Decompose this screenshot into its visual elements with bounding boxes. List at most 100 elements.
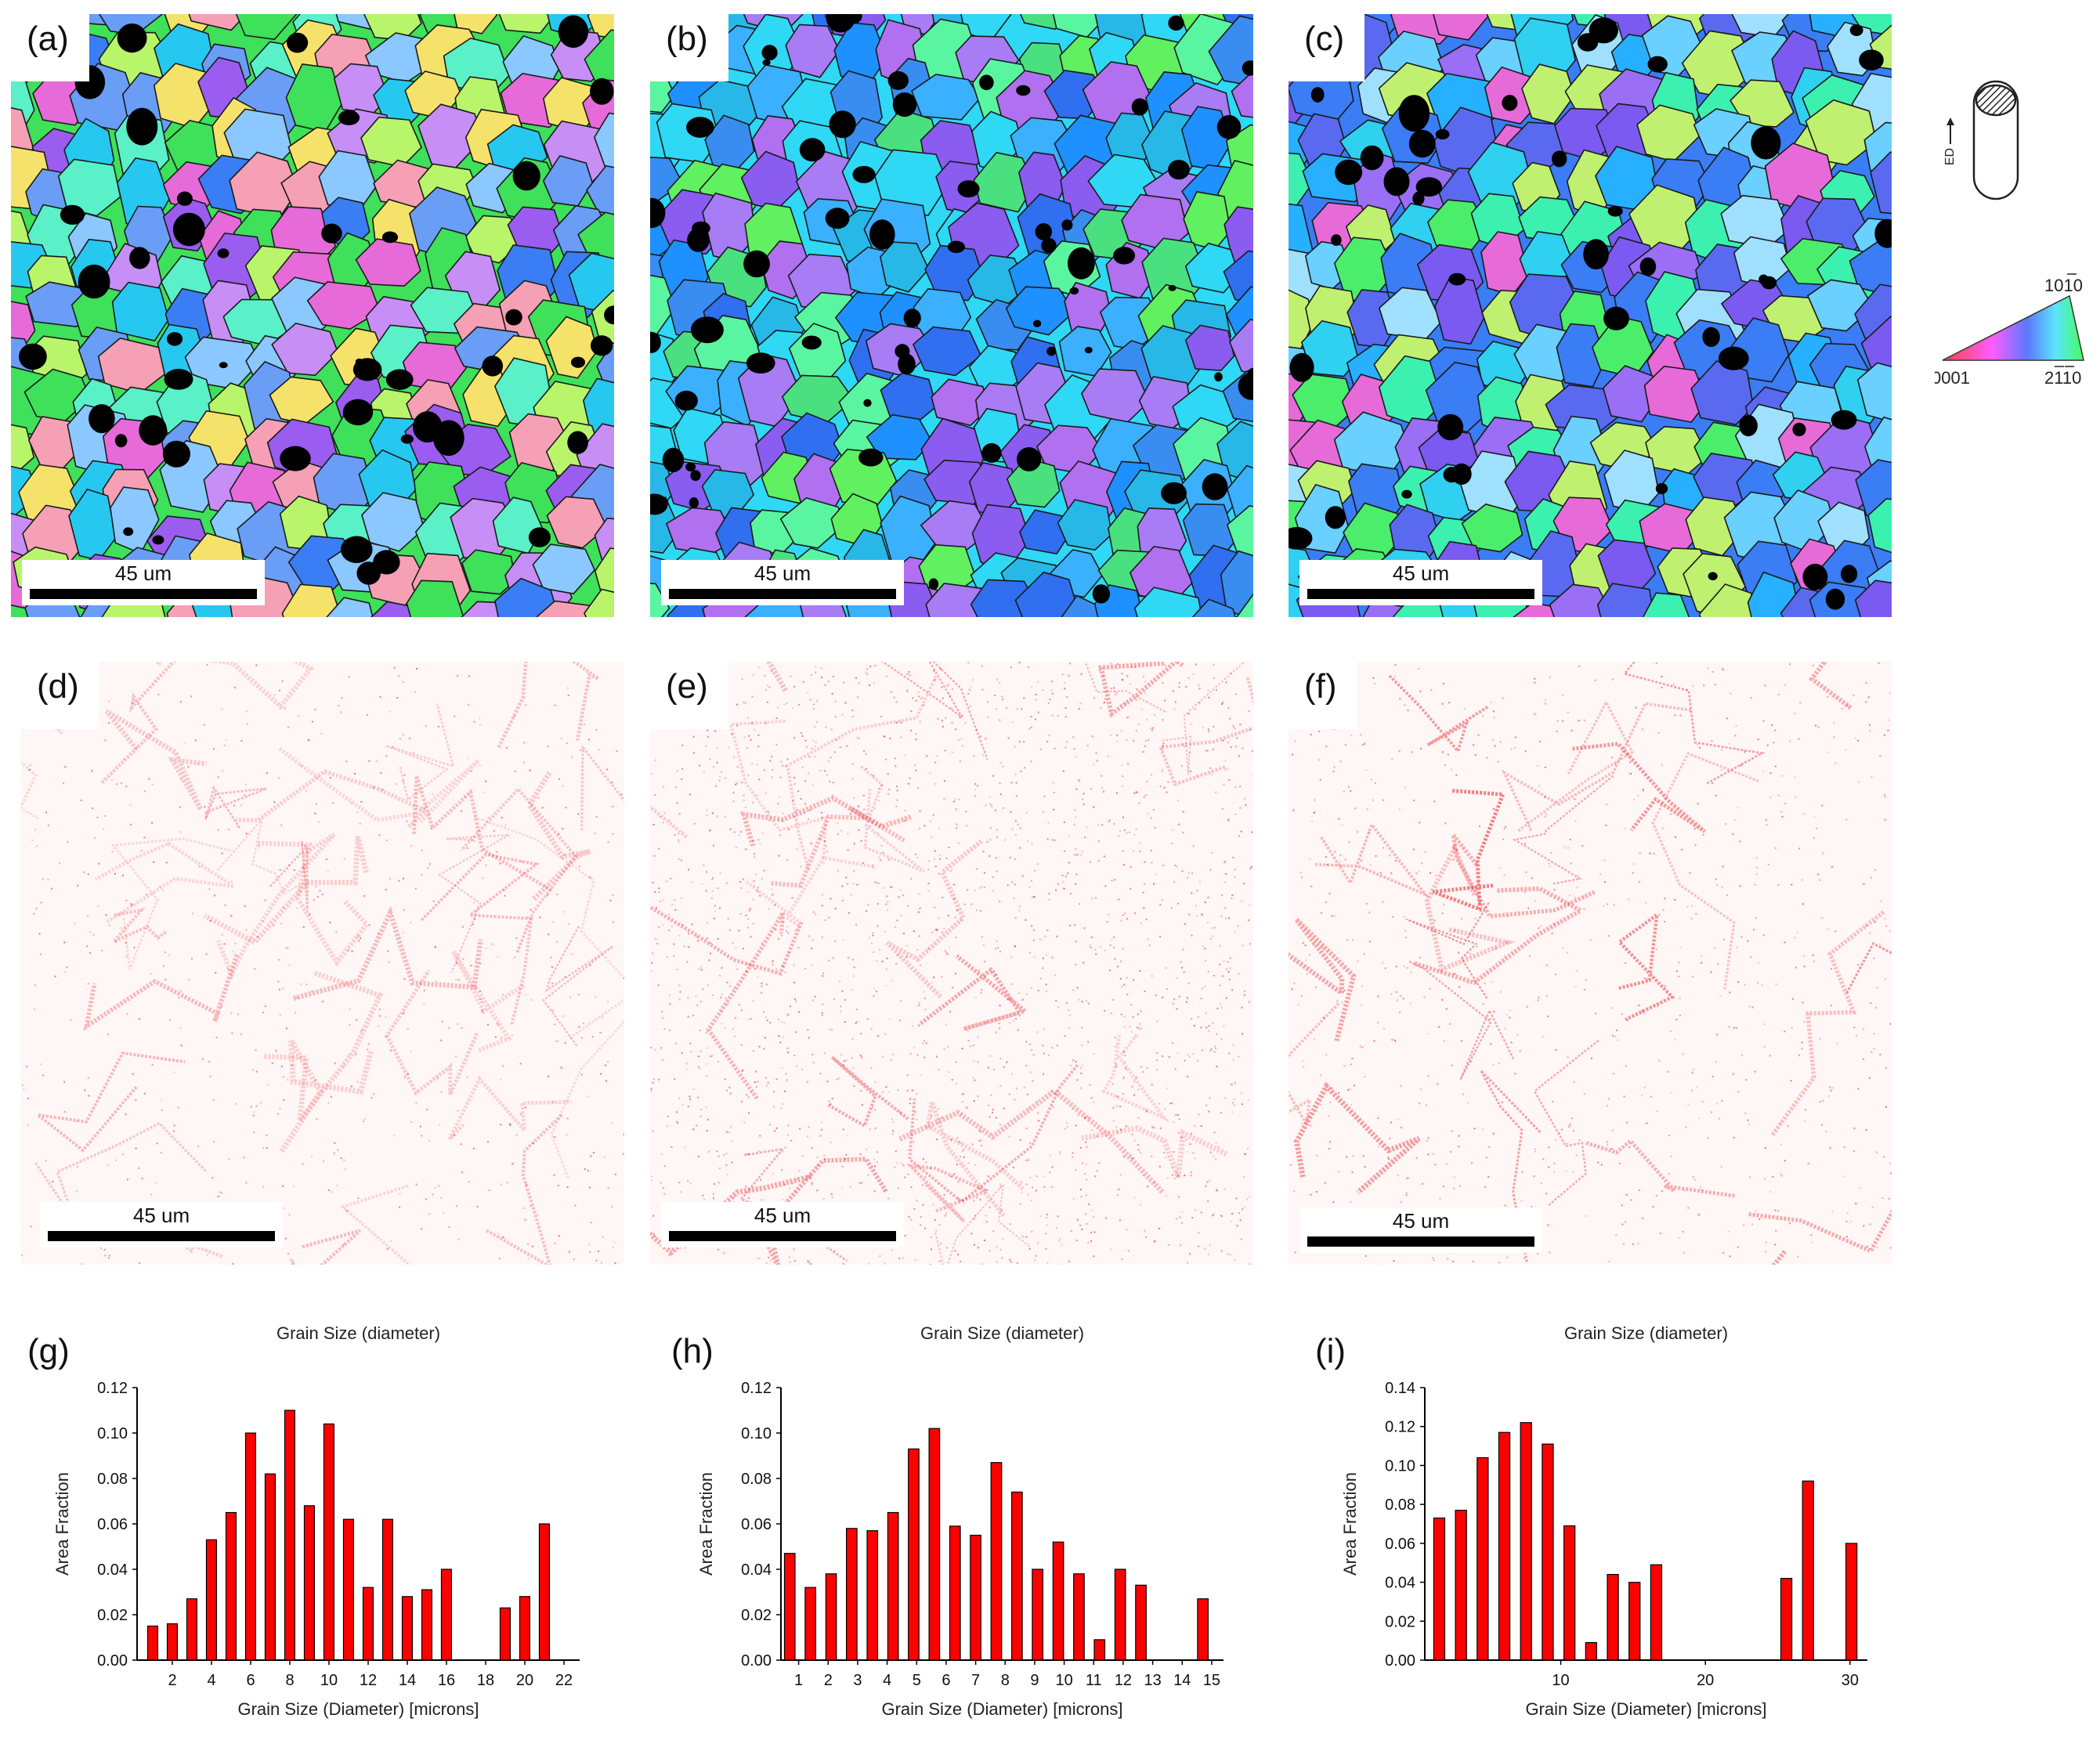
kam-dot (956, 823, 958, 825)
x-tick-label: 6 (246, 1672, 255, 1689)
kam-dot (869, 825, 871, 827)
kam-dot (168, 954, 171, 956)
kam-dot (815, 671, 817, 673)
kam-dot (1213, 1051, 1216, 1053)
kam-dot (1819, 879, 1821, 881)
grain (1220, 550, 1253, 617)
kam-dot (577, 994, 580, 996)
kam-dot (289, 1258, 291, 1261)
particle (650, 197, 666, 229)
kam-dot (870, 1067, 873, 1069)
kam-dot (1357, 831, 1359, 833)
kam-dot (1470, 1060, 1473, 1063)
kam-dot (1144, 794, 1147, 796)
kam-dot (1682, 1053, 1684, 1056)
kam-dot (967, 1039, 970, 1041)
kam-dot (1185, 1139, 1187, 1141)
kam-dot (1827, 1095, 1830, 1097)
kam-dot (824, 1158, 826, 1161)
kam-dot (753, 880, 755, 883)
kam-dot (899, 1111, 902, 1114)
kam-boundary (1079, 1125, 1228, 1179)
kam-dot (777, 1019, 779, 1021)
kam-dot (296, 907, 298, 909)
kam-dot (707, 1118, 709, 1121)
kam-dot (788, 828, 790, 831)
particle (1069, 287, 1079, 295)
particle (1825, 588, 1845, 610)
kam-dot (922, 1042, 924, 1044)
kam-dot (1037, 1112, 1039, 1114)
kam-dot (1068, 1027, 1070, 1029)
kam-dot (810, 843, 812, 845)
kam-dot (1138, 802, 1140, 804)
kam-dot (873, 867, 875, 869)
kam-dot (502, 994, 504, 996)
kam-dot (972, 1077, 974, 1079)
kam-dot (1789, 1222, 1791, 1225)
kam-dot (783, 1183, 786, 1186)
kam-dot (1059, 1153, 1061, 1155)
kam-dot (360, 800, 363, 803)
kam-dot (1745, 1079, 1748, 1081)
kam-dot (356, 811, 359, 814)
kam-dot (1177, 1175, 1179, 1177)
kam-dot (1162, 996, 1164, 998)
kam-dot (1014, 1099, 1016, 1101)
kam-dot (1445, 1008, 1448, 1010)
kam-dot (1213, 677, 1215, 679)
kam-dot (1755, 873, 1758, 875)
particle (852, 165, 876, 183)
y-tick-label: 0.10 (97, 1425, 128, 1442)
kam-dot (125, 900, 128, 902)
kam-dot (1064, 1128, 1066, 1130)
kam-dot (1130, 1004, 1133, 1006)
kam-dot (530, 999, 533, 1001)
kam-dot (275, 1049, 277, 1052)
kam-dot (1090, 1240, 1092, 1243)
kam-dot (1797, 1255, 1799, 1258)
kam-dot (393, 1135, 396, 1137)
kam-dot (1329, 1101, 1332, 1103)
kam-dot (1116, 1131, 1119, 1133)
kam-dot (1179, 1216, 1181, 1218)
kam-dot (1538, 785, 1540, 787)
kam-dot (658, 891, 660, 893)
kam-dot (1869, 932, 1871, 934)
grain (1006, 457, 1061, 508)
kam-dot (232, 1262, 234, 1265)
grain (546, 496, 608, 549)
kam-dot (1224, 768, 1227, 771)
kam-dot (780, 934, 783, 937)
kam-dot (1426, 1140, 1428, 1143)
kam-dot (1120, 704, 1122, 706)
kam-dot (40, 901, 42, 904)
kam-dot (736, 782, 738, 785)
kam-dot (1869, 724, 1870, 726)
kam-dot (812, 708, 815, 710)
bar (264, 1473, 276, 1661)
kam-dot (343, 857, 345, 860)
bar (866, 1530, 879, 1661)
kam-dot (1857, 781, 1860, 783)
kam-dot (461, 810, 463, 812)
kam-dot (230, 1012, 233, 1014)
kam-dot (680, 859, 682, 861)
kam-dot (898, 720, 901, 723)
kam-dot (946, 1247, 949, 1249)
kam-dot (793, 777, 796, 779)
kam-dot (862, 817, 864, 819)
kam-dot (1173, 998, 1176, 1001)
kam-dot (1831, 1211, 1834, 1213)
kam-dot (253, 1132, 255, 1134)
kam-dot (1204, 901, 1206, 904)
kam-dot (399, 937, 401, 939)
kam-dot (705, 1106, 707, 1109)
kam-dot (497, 955, 499, 958)
particle (1412, 191, 1425, 206)
kam-dot (499, 862, 501, 865)
kam-dot (1621, 1013, 1623, 1015)
kam-dot (709, 829, 711, 832)
kam-dot (792, 800, 794, 802)
kam-dot (681, 831, 683, 833)
